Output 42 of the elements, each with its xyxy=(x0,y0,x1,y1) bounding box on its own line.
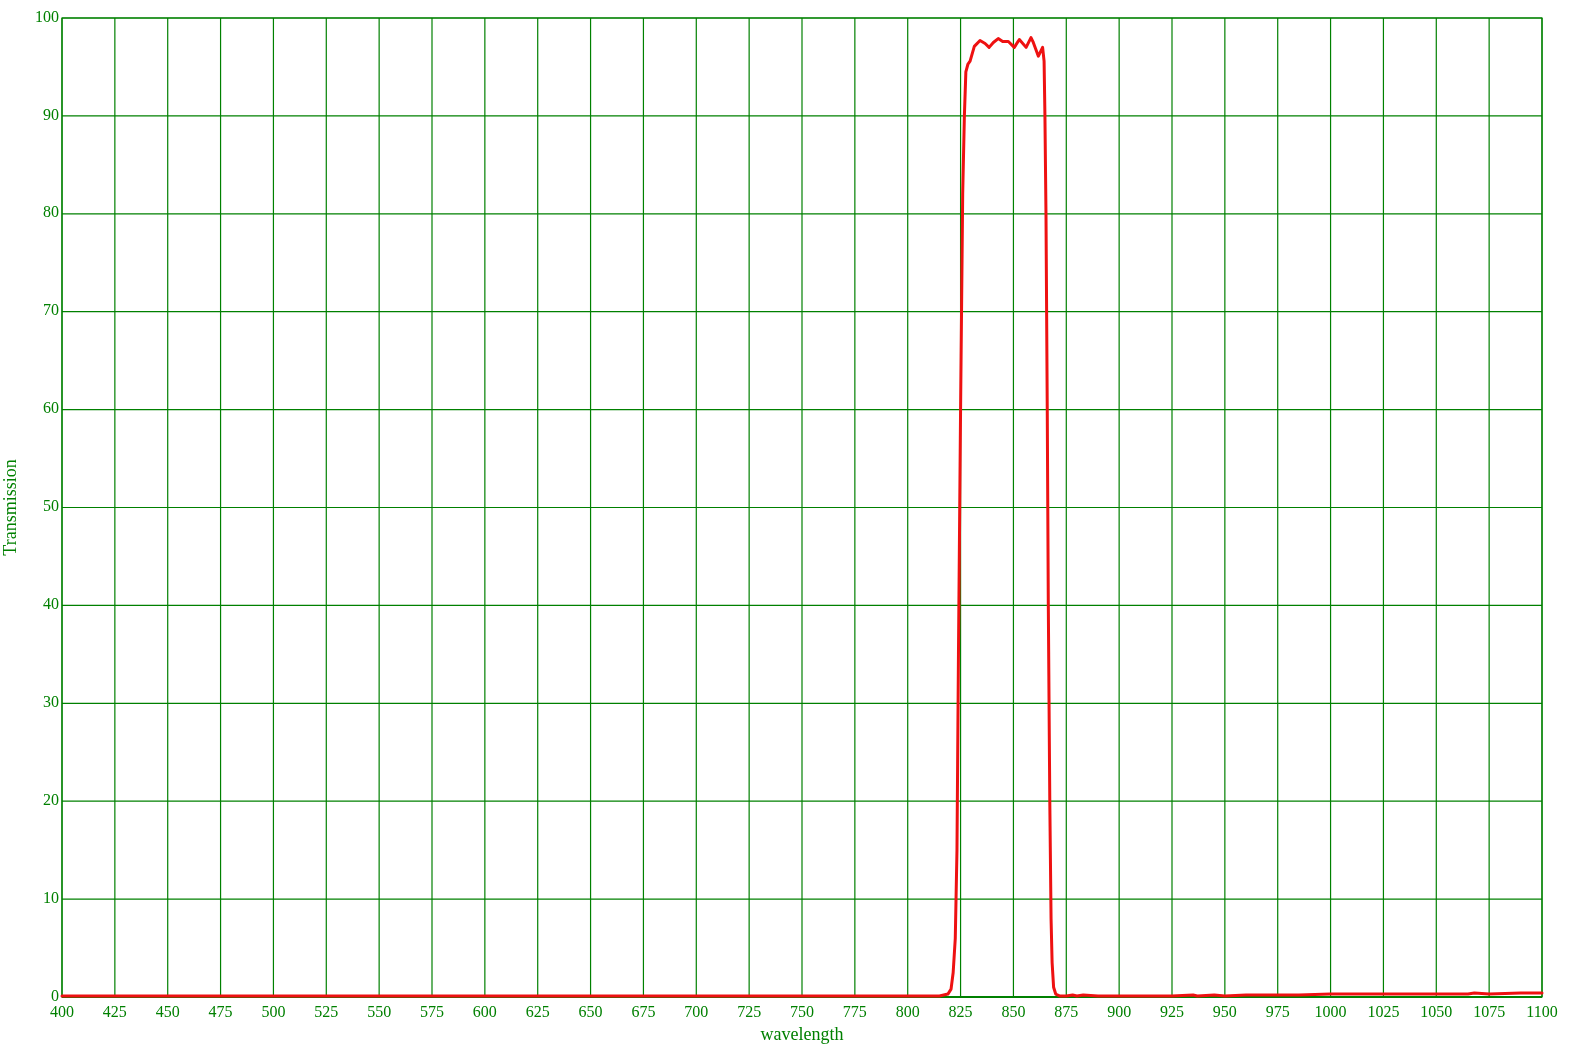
x-tick-label: 775 xyxy=(842,1003,867,1020)
x-tick-label: 825 xyxy=(948,1003,973,1020)
x-tick-label: 500 xyxy=(261,1003,286,1020)
y-tick-label: 30 xyxy=(43,692,59,710)
y-tick-label: 10 xyxy=(43,888,59,906)
x-tick-label: 1100 xyxy=(1526,1003,1558,1020)
x-tick-label: 425 xyxy=(102,1003,127,1020)
y-tick-label: 50 xyxy=(43,497,59,515)
x-tick-label: 1000 xyxy=(1314,1003,1347,1020)
x-tick-label: 525 xyxy=(314,1003,339,1020)
x-tick-label: 575 xyxy=(420,1003,444,1020)
x-tick-label: 925 xyxy=(1160,1003,1184,1020)
y-tick-label: 40 xyxy=(43,595,59,613)
x-tick-label: 800 xyxy=(895,1003,920,1020)
x-tick-label: 475 xyxy=(208,1003,233,1020)
x-tick-label: 700 xyxy=(684,1003,709,1020)
x-tick-label: 1025 xyxy=(1367,1003,1400,1020)
x-tick-label: 875 xyxy=(1054,1003,1079,1020)
x-tick-label: 450 xyxy=(155,1003,180,1020)
x-tick-label: 975 xyxy=(1265,1003,1290,1020)
y-axis-title: Transmission xyxy=(0,459,20,556)
y-tick-label: 20 xyxy=(43,790,59,808)
x-tick-label: 650 xyxy=(578,1003,603,1020)
x-tick-label: 400 xyxy=(50,1003,74,1020)
x-tick-label: 725 xyxy=(737,1003,762,1020)
y-tick-label: 100 xyxy=(35,7,59,25)
x-tick-label: 550 xyxy=(367,1003,392,1020)
x-tick-label: 675 xyxy=(631,1003,656,1020)
x-tick-label: 1050 xyxy=(1420,1003,1453,1020)
x-tick-label: 900 xyxy=(1107,1003,1132,1020)
x-tick-label: 600 xyxy=(472,1003,497,1020)
x-tick-label: 625 xyxy=(525,1003,550,1020)
x-tick-label: 1075 xyxy=(1473,1003,1506,1020)
x-tick-label: 850 xyxy=(1001,1003,1026,1020)
y-tick-label: 0 xyxy=(51,986,59,1004)
y-tick-label: 70 xyxy=(43,301,59,319)
x-tick-label: 750 xyxy=(790,1003,814,1020)
y-tick-label: 60 xyxy=(43,399,59,417)
x-axis-title: wavelength xyxy=(760,1024,844,1044)
x-tick-label: 950 xyxy=(1212,1003,1237,1020)
y-tick-label: 90 xyxy=(43,105,59,123)
y-tick-label: 80 xyxy=(43,203,59,221)
